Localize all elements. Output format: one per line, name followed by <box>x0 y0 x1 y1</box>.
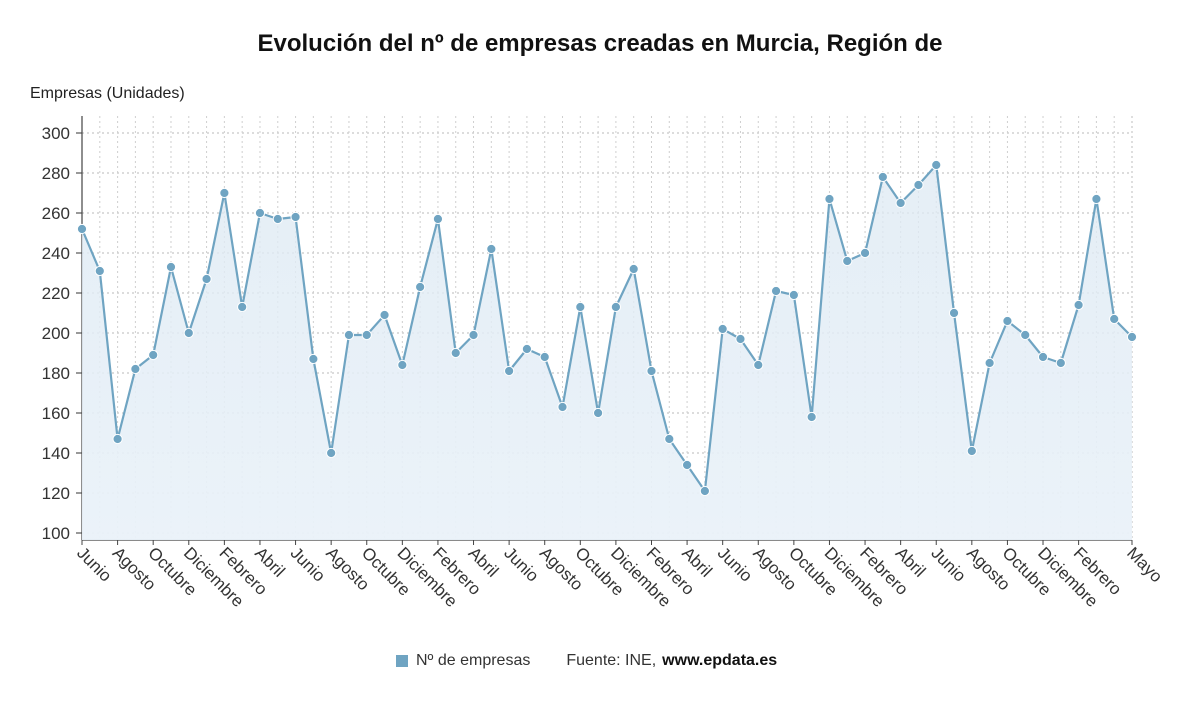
data-point <box>895 197 906 209</box>
data-point <box>521 343 533 355</box>
y-tick-label: 160 <box>42 404 70 423</box>
y-tick-label: 300 <box>42 124 70 143</box>
x-tick-label: Junio <box>73 543 115 585</box>
y-tick-label: 240 <box>42 244 70 263</box>
data-point <box>76 223 88 235</box>
data-point <box>1055 357 1066 369</box>
data-point <box>219 187 230 199</box>
y-tick-label: 120 <box>42 484 70 503</box>
data-point <box>966 445 977 457</box>
data-point <box>539 351 550 363</box>
data-point <box>948 307 960 319</box>
data-point <box>575 301 586 313</box>
data-point <box>681 459 693 471</box>
data-point <box>415 281 426 293</box>
data-point <box>450 347 461 359</box>
data-point <box>112 433 123 445</box>
data-point <box>94 265 105 277</box>
data-point <box>593 407 604 419</box>
data-point <box>272 213 283 225</box>
data-point <box>610 301 621 313</box>
y-axis-title: Empresas (Unidades) <box>30 85 185 102</box>
y-tick-label: 220 <box>42 284 70 303</box>
series-area <box>82 165 1132 540</box>
legend-label[interactable]: Nº de empresas <box>416 652 531 669</box>
data-point <box>290 211 301 223</box>
x-tick-label: Junio <box>714 543 756 585</box>
data-point <box>1073 299 1084 311</box>
data-point <box>165 261 177 273</box>
data-point <box>432 213 444 225</box>
data-point <box>646 365 657 377</box>
data-point <box>735 333 746 345</box>
data-point <box>379 309 390 321</box>
data-point <box>308 353 319 365</box>
data-point <box>859 247 871 259</box>
data-point <box>1002 315 1013 327</box>
data-point <box>201 273 212 285</box>
data-point <box>806 411 817 423</box>
x-tick-label: Junio <box>927 543 969 585</box>
data-point <box>468 329 479 341</box>
data-point <box>824 193 835 205</box>
data-point <box>1126 331 1138 343</box>
x-tick-label: Junio <box>500 543 542 585</box>
data-point <box>699 485 710 497</box>
data-point <box>343 329 355 341</box>
y-tick-label: 260 <box>42 204 70 223</box>
source-label: Fuente: INE, <box>566 652 657 669</box>
chart-title: Evolución del nº de empresas creadas en … <box>257 30 943 57</box>
data-point <box>788 289 799 301</box>
data-point <box>984 357 995 369</box>
legend-swatch <box>396 655 408 667</box>
data-point <box>842 255 853 267</box>
data-point <box>486 243 497 255</box>
data-point <box>877 171 888 183</box>
data-point <box>1109 313 1120 325</box>
series-line <box>80 163 1133 493</box>
y-tick-label: 280 <box>42 164 70 183</box>
data-point <box>183 327 194 339</box>
data-point <box>361 329 372 341</box>
legend: Nº de empresas Fuente: INE, www.epdata.e… <box>396 651 777 671</box>
data-point <box>254 207 266 219</box>
data-point <box>770 285 782 297</box>
data-point <box>913 179 924 191</box>
y-tick-label: 180 <box>42 364 70 383</box>
y-tick-label: 200 <box>42 324 70 343</box>
data-point <box>628 263 639 275</box>
data-point <box>717 323 728 335</box>
data-point <box>1037 351 1049 363</box>
source-link[interactable]: www.epdata.es <box>662 652 778 669</box>
data-point <box>931 159 942 171</box>
data-point <box>753 359 764 371</box>
data-point <box>397 359 408 371</box>
y-tick-label: 100 <box>42 524 70 543</box>
x-tick-label: Mayo <box>1123 543 1166 586</box>
data-point <box>1091 193 1102 205</box>
y-tick-label: 140 <box>42 444 70 463</box>
data-point <box>326 447 337 459</box>
data-point <box>504 365 515 377</box>
data-point <box>237 301 248 313</box>
x-tick-label: Junio <box>287 543 329 585</box>
data-point <box>1020 329 1031 341</box>
data-point <box>148 349 159 361</box>
data-point <box>664 433 675 445</box>
data-point <box>130 363 141 375</box>
data-point <box>557 401 568 413</box>
